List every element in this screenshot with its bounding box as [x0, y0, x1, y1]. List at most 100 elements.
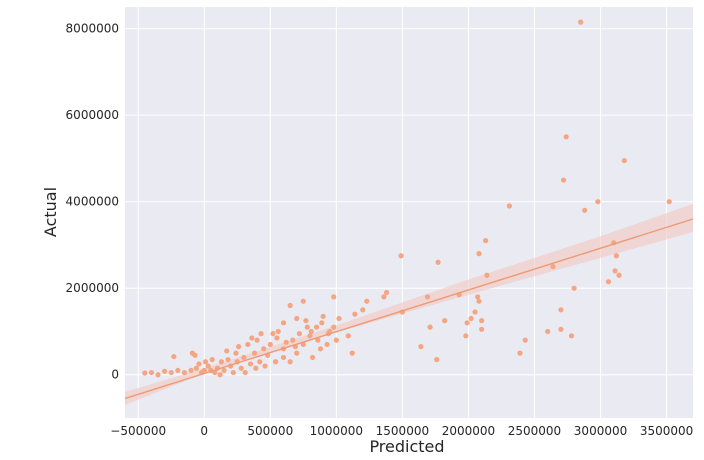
data-point-103: [280, 354, 287, 361]
x-tick-label-6: 2500000: [508, 424, 561, 438]
data-point-26: [364, 298, 370, 304]
data-point-71: [251, 350, 258, 356]
data-point-3: [560, 177, 567, 183]
data-point-47: [331, 294, 337, 300]
data-point-122: [308, 328, 314, 335]
data-point-37: [545, 328, 551, 335]
data-point-54: [300, 298, 306, 304]
data-point-25: [381, 294, 387, 300]
x-axis-title: Predicted: [369, 437, 444, 456]
data-point-44: [360, 307, 366, 313]
data-point-74: [238, 365, 244, 371]
data-point-98: [171, 353, 177, 360]
data-point-56: [294, 315, 300, 322]
data-point-10: [476, 251, 482, 257]
data-point-39: [463, 333, 469, 339]
y-axis-title: Actual: [41, 187, 60, 237]
data-point-84: [205, 363, 211, 369]
data-point-50: [320, 313, 326, 319]
x-tick-label-3: 1000000: [310, 424, 363, 438]
data-point-51: [313, 324, 320, 330]
data-point-92: [162, 368, 168, 374]
data-point-46: [336, 315, 342, 322]
data-point-48: [345, 333, 351, 339]
data-point-100: [245, 341, 251, 348]
data-point-6: [582, 207, 588, 213]
data-point-38: [568, 333, 575, 339]
data-point-105: [296, 331, 302, 337]
data-point-80: [217, 372, 223, 378]
x-tick-label-7: 3000000: [574, 424, 627, 438]
confidence-band-area: [125, 203, 693, 406]
confidence-band: [125, 203, 693, 406]
data-point-69: [261, 346, 267, 352]
data-point-67: [267, 341, 273, 348]
data-point-89: [181, 369, 188, 376]
data-point-35: [479, 326, 485, 332]
data-point-29: [472, 309, 478, 315]
data-point-120: [283, 339, 289, 345]
data-point-49: [349, 350, 355, 356]
data-point-116: [209, 356, 215, 363]
y-tick-label-1: 2000000: [66, 281, 119, 295]
data-point-14: [550, 263, 556, 270]
y-tick-label-2: 4000000: [66, 195, 119, 209]
data-point-5: [595, 199, 601, 205]
data-point-106: [304, 324, 310, 330]
data-point-36: [558, 326, 564, 332]
data-point-97: [192, 352, 198, 358]
data-point-0: [578, 19, 584, 25]
data-point-108: [324, 341, 330, 348]
data-point-104: [290, 337, 296, 343]
regression-line-group: [124, 218, 694, 400]
data-point-63: [294, 350, 300, 356]
data-point-59: [307, 333, 313, 339]
plot-area: [125, 7, 693, 418]
data-point-95: [142, 370, 148, 376]
data-point-17: [484, 272, 490, 278]
data-point-112: [242, 369, 248, 376]
data-point-126: [258, 331, 264, 337]
x-tick-label-4: 1500000: [376, 424, 429, 438]
y-tick-labels: 0 2000000 4000000 6000000 8000000: [66, 22, 119, 382]
data-point-62: [309, 354, 316, 361]
data-point-107: [315, 337, 321, 343]
regression-line: [124, 218, 694, 400]
data-point-119: [272, 359, 279, 365]
data-point-99: [254, 337, 260, 343]
data-point-127: [249, 335, 255, 341]
data-point-32: [442, 318, 448, 324]
grid-lines: [125, 7, 693, 418]
data-point-13: [435, 259, 441, 265]
data-point-109: [331, 324, 337, 330]
data-point-42: [517, 350, 523, 356]
x-tick-label-0: −500000: [110, 424, 166, 438]
data-point-43: [434, 356, 440, 363]
data-point-53: [333, 337, 339, 343]
data-point-18: [605, 279, 612, 285]
data-point-27: [558, 307, 564, 313]
data-point-55: [287, 302, 293, 309]
data-point-19: [571, 285, 577, 291]
data-point-114: [224, 348, 230, 354]
data-point-57: [280, 320, 287, 326]
y-tick-label-4: 8000000: [66, 22, 119, 36]
data-point-2: [621, 157, 627, 164]
x-tick-label-5: 2000000: [442, 424, 495, 438]
data-point-45: [352, 311, 358, 317]
x-tick-label-8: 3500000: [640, 424, 693, 438]
data-point-70: [257, 359, 263, 365]
x-tick-label-1: 0: [200, 424, 208, 438]
data-point-91: [168, 369, 174, 376]
x-tick-labels: −500000 0 500000 1000000 1500000 2000000 25000…: [110, 424, 693, 438]
data-point-66: [274, 335, 280, 341]
data-point-24: [383, 289, 390, 296]
data-point-15: [612, 268, 618, 274]
data-point-117: [202, 359, 209, 365]
data-point-12: [398, 253, 404, 259]
data-point-118: [196, 361, 202, 367]
data-point-7: [506, 203, 512, 209]
data-point-1: [563, 134, 569, 140]
data-point-58: [275, 328, 281, 335]
